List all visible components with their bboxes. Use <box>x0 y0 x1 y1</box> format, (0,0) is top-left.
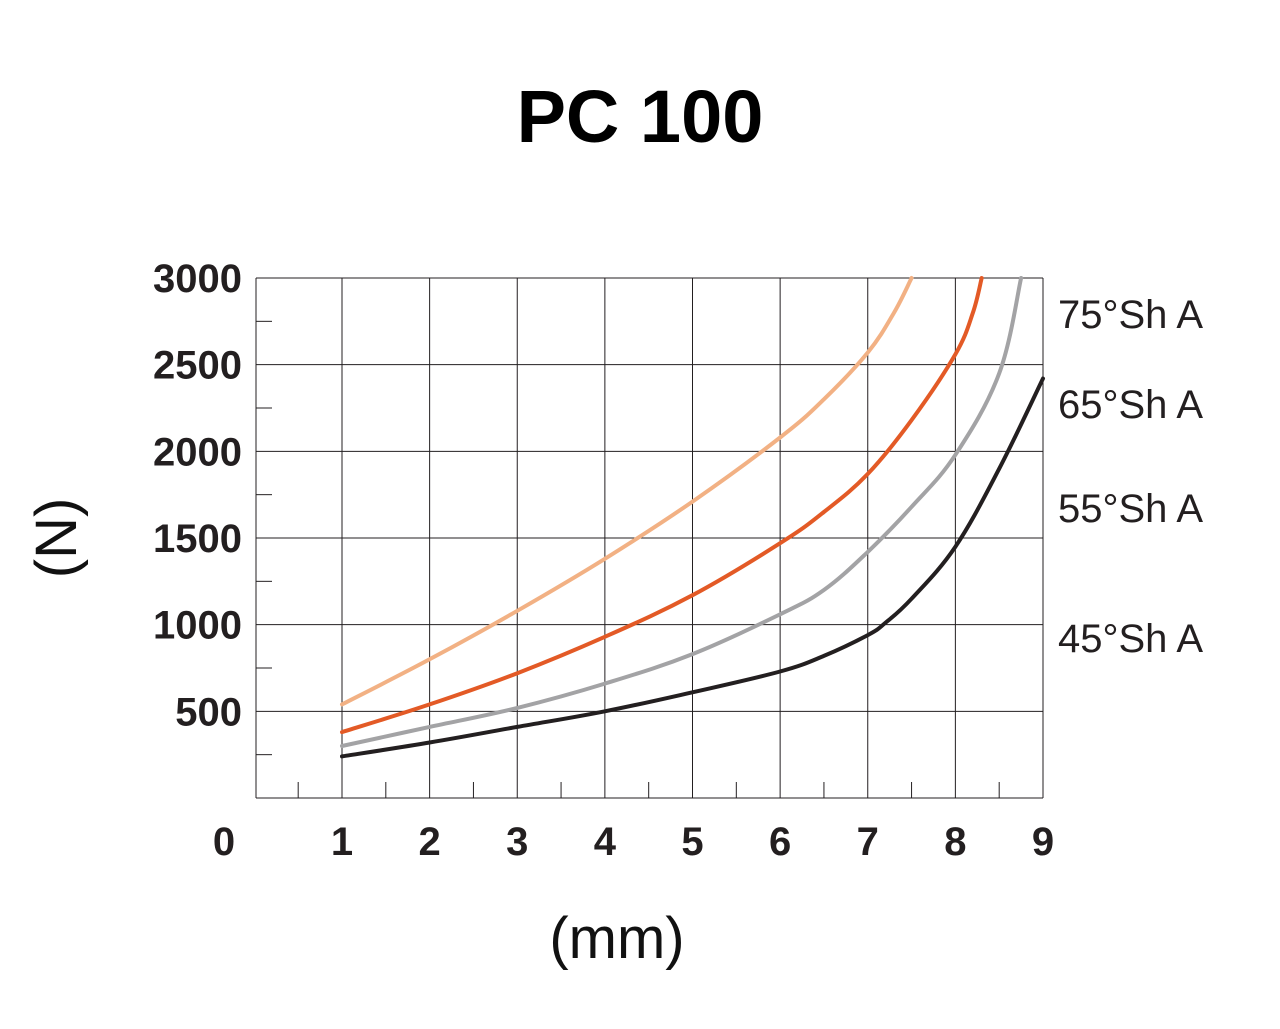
series-curves <box>340 276 1045 759</box>
series-labels: 75°Sh A 65°Sh A 55°Sh A 45°Sh A <box>1058 293 1203 661</box>
y-tick-label: 3000 <box>153 257 242 301</box>
series-label-1: 75°Sh A <box>1058 293 1203 337</box>
x-tick-label: 7 <box>857 820 879 864</box>
x-tick-label: 4 <box>594 820 617 864</box>
series-label-3: 55°Sh A <box>1058 487 1203 531</box>
x-tick-label: 0 <box>213 820 235 864</box>
series-label-4: 45°Sh A <box>1058 617 1203 661</box>
x-tick-label: 9 <box>1032 820 1054 864</box>
series-line-4 <box>340 376 1045 759</box>
y-tick-label: 500 <box>175 690 242 734</box>
x-tick-labels: 0 1 2 3 4 5 6 7 8 9 <box>213 820 1054 864</box>
series-line-3 <box>340 276 1024 748</box>
series-line-1 <box>340 276 914 707</box>
series-line-2 <box>340 276 984 735</box>
x-tick-label: 6 <box>769 820 791 864</box>
x-tick-label: 8 <box>944 820 966 864</box>
y-tick-label: 1000 <box>153 604 242 648</box>
series-label-2: 65°Sh A <box>1058 383 1203 427</box>
x-axis-label: (mm) <box>549 906 684 971</box>
chart-title: PC 100 <box>517 75 764 158</box>
x-tick-label: 1 <box>331 820 353 864</box>
x-tick-label: 2 <box>419 820 441 864</box>
x-tick-label: 3 <box>506 820 528 864</box>
x-tick-label: 5 <box>681 820 703 864</box>
y-tick-label: 2000 <box>153 430 242 474</box>
y-tick-label: 1500 <box>153 517 242 561</box>
y-tick-labels: 500 1000 1500 2000 2500 3000 <box>153 257 242 734</box>
grid <box>255 277 1044 799</box>
y-axis-label: (N) <box>24 498 89 579</box>
y-tick-label: 2500 <box>153 344 242 388</box>
